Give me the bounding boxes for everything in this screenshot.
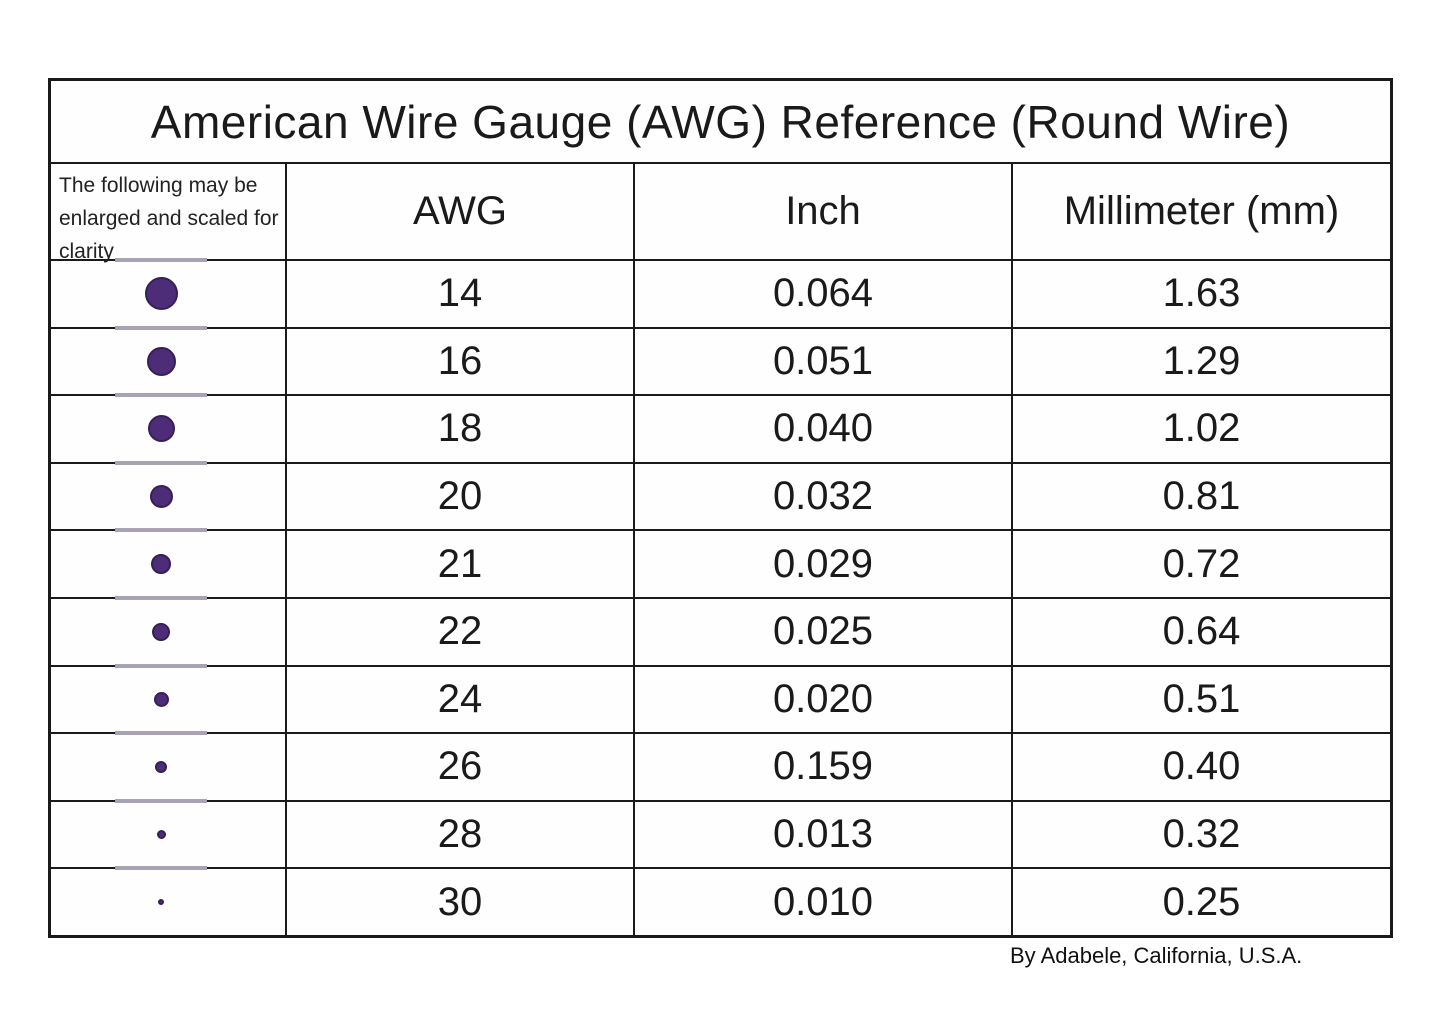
awg-value: 18 — [287, 396, 635, 462]
inch-value: 0.159 — [635, 734, 1013, 800]
table-row: 20 0.032 0.81 — [51, 463, 1390, 532]
inch-value: 0.025 — [635, 598, 1013, 665]
wire-size-dot — [151, 554, 171, 575]
wire-size-dot — [149, 485, 173, 509]
mm-value: 0.81 — [1162, 474, 1241, 519]
wire-size-dot — [158, 899, 164, 906]
wire-dot-cell — [51, 463, 287, 532]
mm-value: 1.29 — [1162, 338, 1241, 383]
mm-value: 1.02 — [1162, 406, 1241, 451]
wire-size-dot — [156, 830, 166, 840]
wire-dot-cell — [51, 869, 287, 935]
wire-dot-cell — [51, 598, 287, 668]
inch-value: 0.040 — [635, 396, 1013, 462]
column-header-inch: Inch — [635, 164, 1013, 259]
wire-size-dot — [155, 760, 167, 773]
table-row: 28 0.013 0.32 — [51, 801, 1390, 870]
wire-dot-cell — [51, 531, 287, 600]
awg-value: 30 — [287, 869, 635, 935]
header-row: The following may be enlarged and scaled… — [51, 164, 1390, 263]
mm-value: 0.40 — [1162, 744, 1241, 789]
mm-value: 0.32 — [1162, 812, 1241, 857]
inch-value: 0.064 — [635, 261, 1013, 327]
awg-value: 24 — [287, 666, 635, 733]
mm-value: 1.63 — [1162, 271, 1241, 316]
table-row: 26 0.159 0.40 — [51, 734, 1390, 803]
wire-size-dot — [147, 415, 175, 443]
inch-value: 0.013 — [635, 801, 1013, 868]
wire-size-dot — [153, 691, 169, 707]
wire-size-dot — [152, 622, 170, 641]
awg-value: 16 — [287, 328, 635, 395]
awg-value: 26 — [287, 734, 635, 800]
table-row: 22 0.025 0.64 — [51, 598, 1390, 668]
table-row: 24 0.020 0.51 — [51, 666, 1390, 735]
awg-value: 14 — [287, 261, 635, 327]
attribution-text: By Adabele, California, U.S.A. — [1010, 943, 1303, 968]
inch-value: 0.010 — [635, 869, 1013, 935]
inch-value: 0.032 — [635, 463, 1013, 530]
mm-value: 0.64 — [1162, 609, 1241, 654]
wire-dot-cell — [51, 734, 287, 803]
awg-value: 21 — [287, 531, 635, 597]
awg-reference-table: American Wire Gauge (AWG) Reference (Rou… — [48, 78, 1393, 938]
wire-dot-cell — [51, 261, 287, 330]
table-row: 21 0.029 0.72 — [51, 531, 1390, 600]
wire-size-dot — [146, 346, 176, 376]
wire-dot-cell — [51, 801, 287, 870]
wire-dot-cell — [51, 328, 287, 397]
table-row: 16 0.051 1.29 — [51, 328, 1390, 397]
enlargement-note: The following may be enlarged and scaled… — [51, 164, 287, 263]
mm-value: 0.72 — [1162, 541, 1241, 586]
wire-size-dot — [144, 277, 178, 311]
column-header-awg: AWG — [287, 164, 635, 259]
inch-value: 0.029 — [635, 531, 1013, 597]
awg-value: 28 — [287, 801, 635, 868]
awg-value: 20 — [287, 463, 635, 530]
table-row: 30 0.010 0.25 — [51, 869, 1390, 935]
table-row: 14 0.064 1.63 — [51, 261, 1390, 330]
wire-dot-cell — [51, 396, 287, 465]
table-row: 18 0.040 1.02 — [51, 396, 1390, 465]
table-title: American Wire Gauge (AWG) Reference (Rou… — [51, 81, 1390, 164]
awg-value: 22 — [287, 598, 635, 665]
mm-value: 0.25 — [1162, 879, 1241, 924]
wire-dot-cell — [51, 666, 287, 735]
mm-value: 0.51 — [1162, 676, 1241, 721]
inch-value: 0.020 — [635, 666, 1013, 733]
column-header-millimeter: Millimeter (mm) — [1063, 189, 1340, 233]
inch-value: 0.051 — [635, 328, 1013, 395]
